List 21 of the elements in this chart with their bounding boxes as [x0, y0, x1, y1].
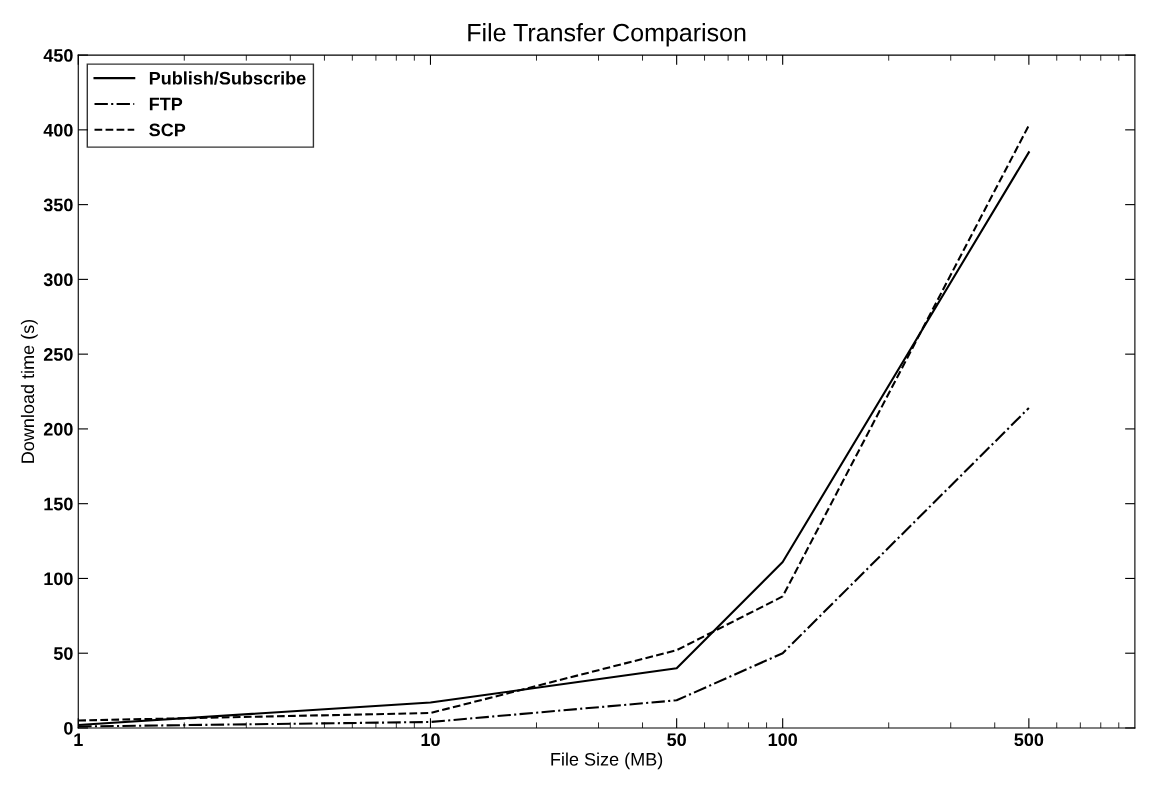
x-tick-label: 10: [421, 733, 440, 747]
y-tick-label: 450: [43, 49, 73, 62]
y-tick-label: 350: [43, 198, 73, 212]
y-tick-label: 100: [44, 572, 73, 586]
x-axis-title: File Size (MB): [551, 752, 663, 770]
x-tick-label: 500: [1014, 733, 1044, 747]
x-tick-label: 50: [667, 733, 686, 747]
legend-label: SCP: [149, 123, 186, 137]
x-tick-label: 100: [768, 733, 797, 747]
x-tick-label: 1: [74, 733, 83, 746]
chart-title: File Transfer Comparison: [468, 23, 746, 47]
y-tick-label: 250: [43, 348, 73, 361]
legend-label: FTP: [149, 97, 183, 111]
y-tick-label: 0: [64, 721, 73, 735]
y-axis-title: Download time (s): [20, 319, 38, 463]
y-tick-label: 50: [53, 647, 73, 660]
y-tick-label: 150: [44, 497, 73, 511]
y-tick-label: 400: [43, 123, 73, 137]
y-tick-label: 300: [43, 273, 73, 287]
legend-label: Publish/Subscribe: [149, 71, 306, 85]
y-tick-label: 200: [43, 422, 73, 436]
